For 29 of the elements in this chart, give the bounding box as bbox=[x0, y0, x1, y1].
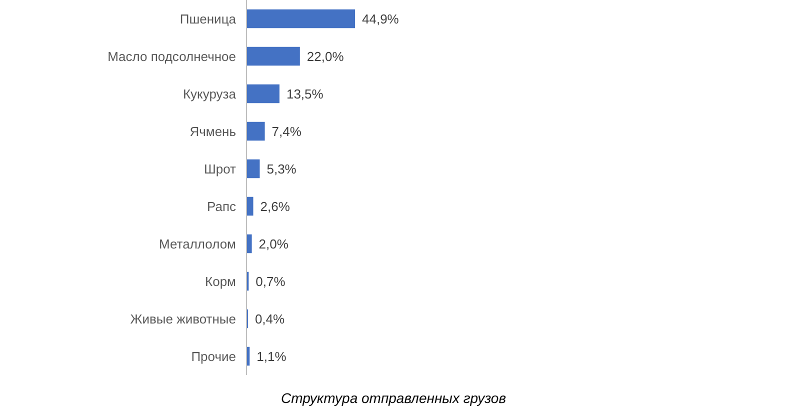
y-tick-label: Масло подсолнечное bbox=[108, 48, 236, 64]
bar bbox=[247, 9, 355, 28]
bar bbox=[247, 234, 252, 254]
bar bbox=[247, 346, 250, 366]
y-tick-label: Кукуруза bbox=[182, 86, 237, 102]
data-label: 2,6% bbox=[260, 198, 290, 214]
y-tick-label: Пшеница bbox=[180, 11, 237, 26]
data-label: 2,0% bbox=[258, 236, 289, 252]
data-label: 5,3% bbox=[266, 161, 297, 176]
text: Структура отправленных грузов bbox=[280, 390, 506, 406]
data-label: 1,1% bbox=[256, 348, 287, 364]
y-tick-label: Живые животные bbox=[130, 311, 236, 326]
data-label: 44,9% bbox=[362, 11, 400, 26]
y-tick-label: Металлолом bbox=[159, 236, 236, 252]
bar bbox=[247, 196, 254, 216]
data-label: 0,7% bbox=[256, 274, 286, 289]
bar bbox=[247, 159, 260, 178]
y-tick-label: Прочие bbox=[191, 348, 236, 364]
bar bbox=[247, 46, 300, 66]
data-label: 7,4% bbox=[272, 124, 302, 139]
y-tick-label: Рапс bbox=[206, 198, 236, 214]
bar bbox=[247, 84, 280, 104]
bar bbox=[247, 122, 265, 141]
data-label: 0,4% bbox=[254, 311, 286, 326]
y-tick-label: Шрот bbox=[204, 161, 236, 176]
y-tick-label: Ячмень bbox=[190, 124, 236, 139]
data-label: 22,0% bbox=[306, 48, 344, 64]
data-label: 13,5% bbox=[286, 86, 324, 102]
y-tick-label: Корм bbox=[205, 274, 236, 289]
